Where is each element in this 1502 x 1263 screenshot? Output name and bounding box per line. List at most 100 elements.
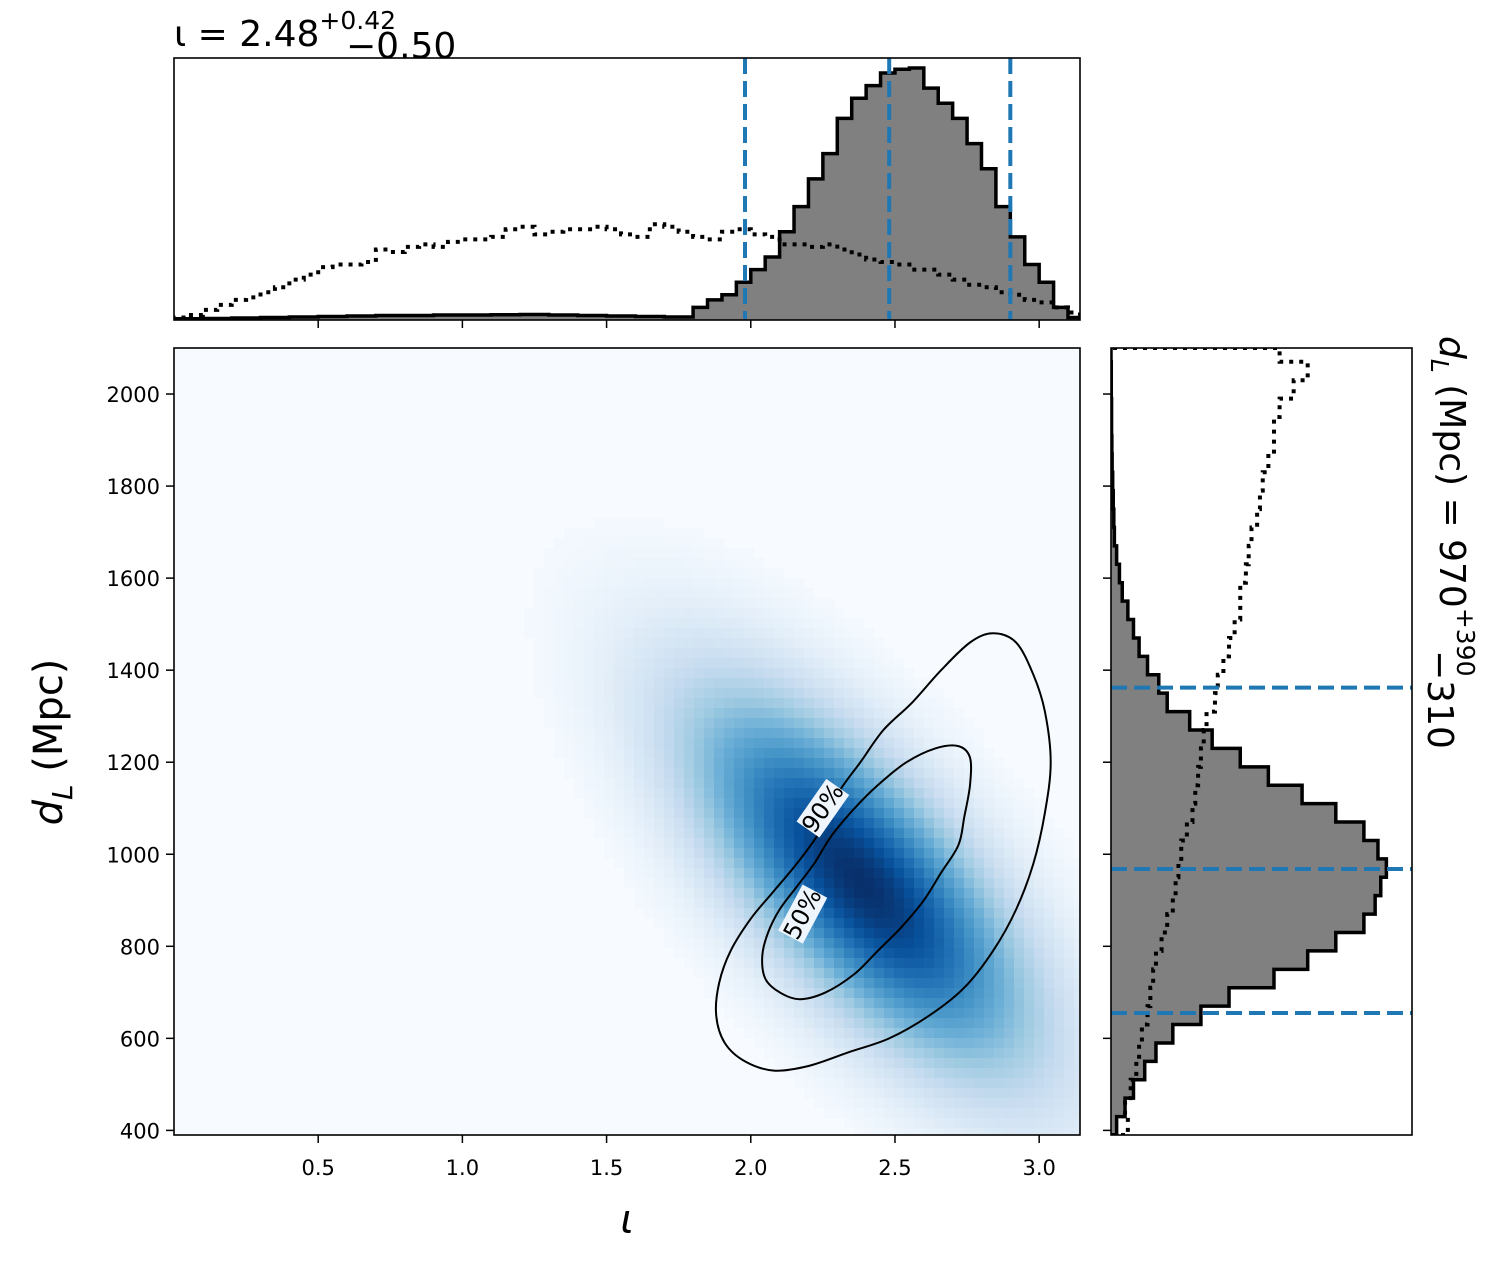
heatmap-cell [524,608,535,619]
heatmap-cell [744,598,755,609]
heatmap-cell [854,1038,865,1049]
heatmap-cell [554,688,565,699]
heatmap-cell [724,598,735,609]
heatmap-cell [1074,1068,1080,1079]
heatmap-cell [694,618,705,629]
heatmap-cell [1044,858,1055,869]
heatmap-cell [644,558,655,569]
heatmap-cell [884,678,895,689]
heatmap-cell [1034,938,1045,949]
heatmap-cell [684,578,695,589]
heatmap-cell [724,878,735,889]
heatmap-cell [684,908,695,919]
heatmap-cell [904,708,915,719]
heatmap-cell [944,718,955,729]
heatmap-cell [634,608,645,619]
heatmap-cell [1064,1028,1075,1039]
heatmap-cell [944,918,955,929]
heatmap-cell [664,898,675,909]
heatmap-cell [844,1058,855,1069]
heatmap-cell [754,558,765,569]
heatmap-cell [934,828,945,839]
heatmap-cell [744,788,755,799]
heatmap-cell [644,768,655,779]
heatmap-cell [544,588,555,599]
heatmap-cell [1044,908,1055,919]
heatmap-cell [934,688,945,699]
heatmap-cell [654,838,665,849]
heatmap-cell [584,638,595,649]
heatmap-cell [894,898,905,909]
heatmap-cell [894,888,905,899]
heatmap-cell [854,998,865,1009]
heatmap-cell [964,808,975,819]
heatmap-cell [784,858,795,869]
heatmap-cell [934,1008,945,1019]
heatmap-cell [824,648,835,659]
heatmap-cell [564,578,575,589]
heatmap-cell [944,868,955,879]
heatmap-cell [784,818,795,829]
heatmap-cell [574,528,585,539]
heatmap-cell [704,688,715,699]
heatmap-cell [794,938,805,949]
heatmap-cell [794,768,805,779]
heatmap-cell [834,688,845,699]
heatmap-cell [804,1078,815,1089]
heatmap-cell [1024,1058,1035,1069]
heatmap-cell [894,1038,905,1049]
heatmap-cell [554,548,565,559]
heatmap-cell [564,758,575,769]
heatmap-cell [914,788,925,799]
heatmap-cell [1034,958,1045,969]
heatmap-cell [734,658,745,669]
heatmap-cell [794,998,805,1009]
heatmap-cell [744,848,755,859]
heatmap-cell [824,968,835,979]
heatmap-cell [854,958,865,969]
marginal-inclination-frame [173,57,1081,321]
heatmap-cell [544,598,555,609]
heatmap-cell [534,578,545,589]
heatmap-cell [744,868,755,879]
heatmap-cell [634,848,645,859]
heatmap-cell [694,548,705,559]
heatmap-cell [594,598,605,609]
heatmap-cell [904,778,915,789]
heatmap-cell [924,998,935,1009]
heatmap-cell [674,828,685,839]
heatmap-cell [994,1068,1005,1079]
heatmap-cell [814,768,825,779]
heatmap-cell [704,818,715,829]
heatmap-cell [994,948,1005,959]
heatmap-cell [984,948,995,959]
heatmap-cell [1074,1018,1080,1029]
heatmap-cell [624,808,635,819]
heatmap-cell [594,728,605,739]
heatmap-cell [874,1108,885,1119]
heatmap-cell [664,528,675,539]
heatmap-cell [654,618,665,629]
heatmap-cell [744,628,755,639]
heatmap-cell [934,958,945,969]
heatmap-cell [924,828,935,839]
heatmap-cell [1054,1088,1065,1099]
heatmap-cell [674,618,685,629]
heatmap-cell [704,788,715,799]
heatmap-cell [584,558,595,569]
heatmap-cell [804,848,815,859]
heatmap-cell [824,878,835,889]
heatmap-cell [744,638,755,649]
heatmap-cell [1024,798,1035,809]
heatmap-cell [784,848,795,859]
heatmap-cell [864,1038,875,1049]
heatmap-cell [764,658,775,669]
heatmap-cell [984,798,995,809]
heatmap-cell [854,1028,865,1039]
heatmap-cell [944,738,955,749]
heatmap-cell [684,858,695,869]
heatmap-cell [994,928,1005,939]
heatmap-cell [684,798,695,809]
heatmap-cell [854,898,865,909]
heatmap-cell [644,848,655,859]
